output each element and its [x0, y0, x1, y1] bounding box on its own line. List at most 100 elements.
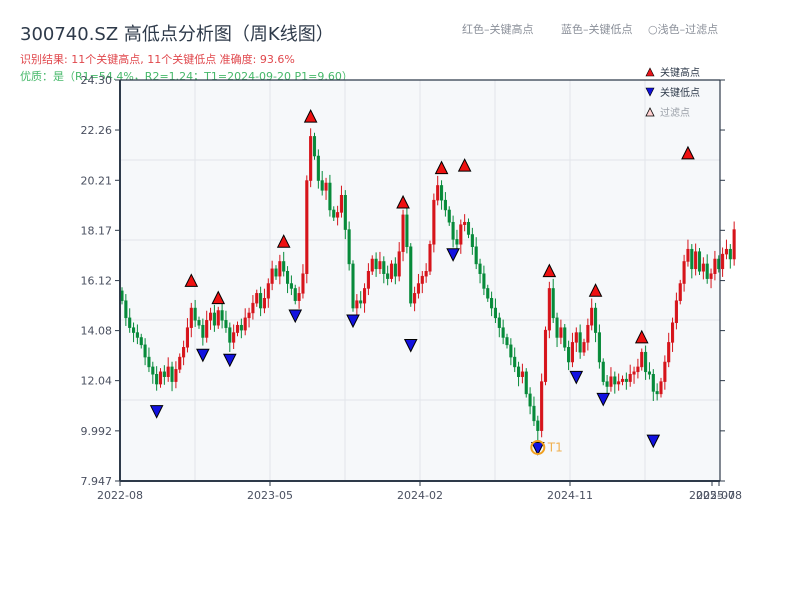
chart-title: 300740.SZ 高低点分析图（周K线图） — [20, 24, 334, 45]
candle-body — [721, 253, 725, 270]
candle-body — [474, 246, 478, 265]
candle-body — [366, 271, 370, 289]
candle-body — [486, 288, 490, 299]
candle-body — [336, 212, 340, 218]
t1-annotation: T1 — [530, 439, 563, 455]
candle-body — [374, 258, 378, 270]
candle-body — [547, 288, 551, 331]
candle-body — [324, 182, 328, 191]
key-low-marker — [149, 405, 164, 419]
legend-label: 过滤点 — [660, 106, 690, 119]
candle-body — [247, 312, 251, 319]
candle-body — [640, 351, 644, 368]
y-tick-label: 22.26 — [81, 124, 113, 137]
candle-body — [266, 283, 270, 299]
candle-body — [686, 248, 690, 262]
candle-body — [651, 374, 655, 392]
candle-body — [601, 361, 605, 382]
key-low-marker — [403, 338, 418, 353]
candle-body — [690, 248, 694, 270]
candle-body — [332, 209, 336, 218]
candle-body — [609, 376, 613, 387]
candle-body — [620, 378, 625, 382]
candle-body — [389, 263, 394, 279]
y-tick-label: 14.08 — [81, 325, 113, 338]
hint-light-filtered: ○浅色–过滤点 — [648, 23, 719, 36]
key-low-marker — [196, 348, 210, 363]
candle-body — [443, 199, 447, 211]
candle-body — [647, 371, 652, 375]
legend-marker-2 — [645, 107, 655, 117]
x-tick-label: 2025-08 — [696, 489, 742, 502]
candle-body — [540, 381, 544, 431]
candle-body — [466, 221, 471, 235]
candle-body — [197, 320, 201, 326]
candle-body — [120, 290, 124, 301]
key-high-marker — [184, 273, 199, 287]
candle-body — [582, 342, 586, 353]
candle-body — [293, 288, 297, 301]
key-high-marker — [588, 283, 603, 297]
candle-body — [697, 251, 702, 272]
candle-body — [201, 324, 205, 338]
key-low-marker — [596, 392, 611, 407]
candle-body — [678, 283, 682, 301]
candle-body — [578, 332, 582, 353]
candle-body — [420, 275, 424, 284]
candle-body — [301, 273, 305, 294]
candle-body — [440, 185, 444, 201]
y-tick-label: 9.992 — [81, 425, 113, 438]
candle-body — [436, 185, 440, 201]
candle-body — [189, 307, 193, 328]
candle-body — [409, 246, 413, 304]
candle-body — [624, 378, 628, 382]
candle-body — [478, 263, 482, 274]
candle-body — [343, 195, 347, 230]
candle-body — [617, 381, 621, 385]
candle-body — [559, 327, 563, 338]
candle-body — [124, 300, 128, 319]
candle-body — [205, 320, 209, 338]
candle-body — [536, 420, 540, 431]
candle-body — [228, 327, 232, 343]
candle-body — [655, 391, 659, 395]
candle-body — [147, 356, 151, 368]
candle-body — [170, 366, 174, 382]
hint-blue-low: 蓝色–关键低点 — [561, 23, 633, 36]
candle-body — [551, 288, 555, 319]
candle-body — [428, 244, 432, 272]
candle-body — [594, 307, 598, 333]
candle-body — [413, 293, 417, 304]
candle-body — [590, 307, 594, 326]
grid-lines — [120, 80, 720, 481]
candle-body — [132, 327, 136, 333]
candle-body — [347, 229, 351, 265]
key-high-marker — [681, 145, 695, 160]
candle-body — [251, 302, 255, 314]
y-tick-label: 12.04 — [81, 375, 113, 388]
key-high-marker — [542, 263, 557, 278]
candle-body — [567, 347, 571, 363]
result-summary: 识别结果: 11个关键高点, 11个关键低点 准确度: 93.6% — [20, 53, 295, 66]
candle-body — [351, 263, 355, 309]
key-low-marker — [646, 434, 661, 449]
key-high-marker — [457, 158, 472, 172]
candle-body — [674, 300, 678, 324]
candle-body — [532, 405, 536, 422]
candle-body — [671, 322, 675, 343]
candle-body — [174, 369, 178, 382]
candle-body — [424, 271, 428, 277]
candle-body — [586, 324, 590, 343]
hint-red-high: 红色–关键高点 — [462, 23, 534, 36]
candle-body — [555, 317, 559, 338]
candle-body — [613, 376, 617, 385]
candle-body — [597, 332, 601, 363]
candle-body — [270, 268, 274, 284]
candle-body — [178, 356, 182, 370]
candle-body — [255, 293, 259, 304]
key-high-marker — [434, 160, 449, 175]
candle-body — [728, 248, 732, 260]
candle-body — [166, 366, 170, 377]
